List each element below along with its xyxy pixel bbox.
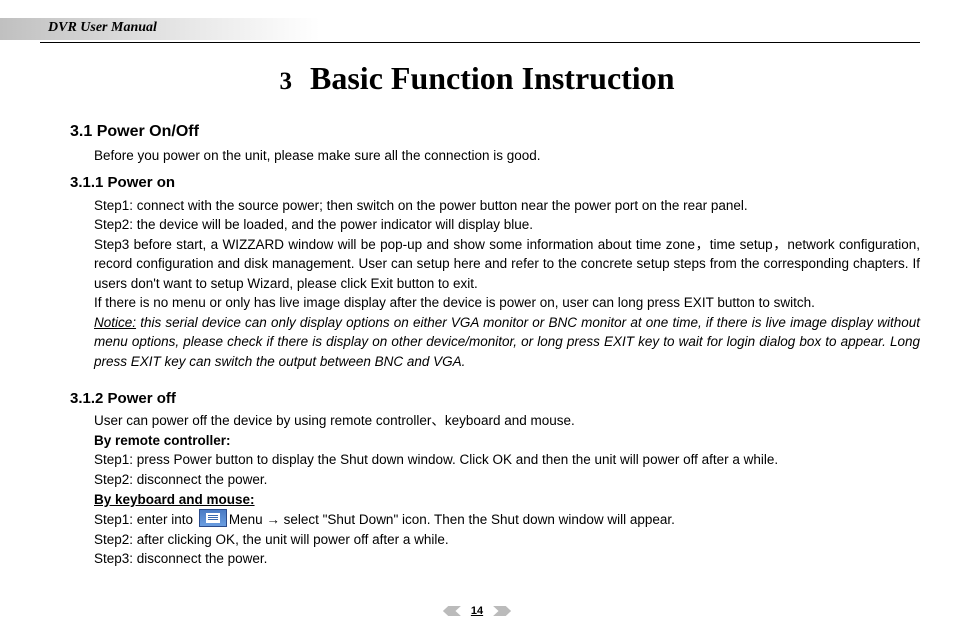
header-rule — [40, 42, 920, 43]
section-3-1-heading: 3.1 Power On/Off — [70, 120, 920, 143]
content-body: 3.1 Power On/Off Before you power on the… — [70, 120, 920, 569]
step-text: Step2: after clicking OK, the unit will … — [94, 530, 920, 550]
notice-label: Notice: — [94, 315, 136, 330]
section-3-1-intro: Before you power on the unit, please mak… — [94, 146, 920, 166]
k-step1-suffix: Menu → select "Shut Down" icon. Then the… — [229, 512, 675, 527]
chapter-title: Basic Function Instruction — [310, 60, 674, 96]
page-number: 14 — [465, 605, 489, 617]
step-text: Step3 before start, a WIZZARD window wil… — [94, 235, 920, 294]
by-remote-heading: By remote controller: — [94, 431, 920, 451]
step-text: Step2: the device will be loaded, and th… — [94, 215, 920, 235]
section-3-1-2-intro: User can power off the device by using r… — [94, 411, 920, 431]
notice-paragraph: Notice: this serial device can only disp… — [94, 313, 920, 372]
step-text: Step1: press Power button to display the… — [94, 450, 920, 470]
step-text: Step1: connect with the source power; th… — [94, 196, 920, 216]
note-line: If there is no menu or only has live ima… — [94, 293, 920, 313]
section-3-1-2-heading: 3.1.2 Power off — [70, 388, 920, 410]
step-text: Step1: enter into Menu → select "Shut Do… — [94, 509, 920, 530]
chapter-number: 3 — [280, 68, 293, 95]
by-keyboard-mouse-heading: By keyboard and mouse: — [94, 490, 920, 510]
k-step1-prefix: Step1: enter into — [94, 512, 197, 527]
chapter-heading: 3 Basic Function Instruction — [0, 60, 954, 97]
menu-icon — [199, 509, 227, 527]
page-footer: 14 — [0, 601, 954, 619]
step-text: Step2: disconnect the power. — [94, 470, 920, 490]
notice-body: this serial device can only display opti… — [94, 315, 920, 369]
header-title: DVR User Manual — [48, 20, 157, 36]
step-text: Step3: disconnect the power. — [94, 549, 920, 569]
section-3-1-1-heading: 3.1.1 Power on — [70, 172, 920, 194]
